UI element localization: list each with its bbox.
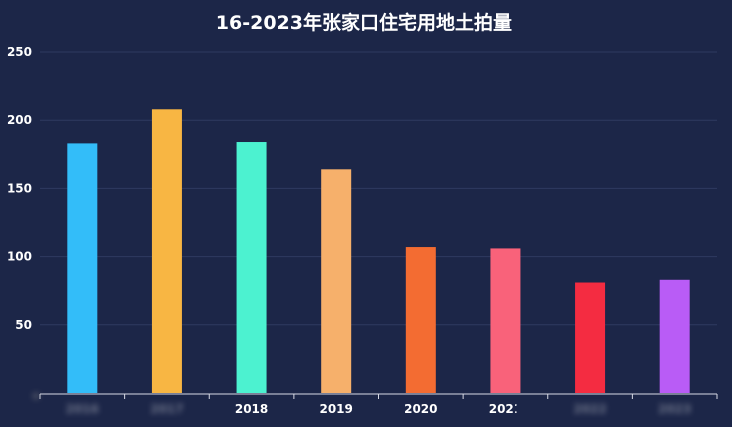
x-tick-label: 2023 [658,402,691,416]
x-tick-label: 2019 [319,402,352,416]
bar-2017 [151,109,182,394]
y-tick-label: 250 [7,45,32,59]
y-tick-label: 100 [7,250,32,264]
bar-2016 [67,143,98,393]
bar-2023 [659,279,690,393]
bar-2018 [236,142,267,393]
x-tick-label: 2017 [150,402,183,416]
axis-origin-glow [32,392,40,400]
bar-2020 [405,247,436,393]
bar-2022 [575,282,606,393]
bar-2021 [490,248,521,393]
chart-title: 2016-2023年张家口住宅用地土拍量 [216,12,512,34]
y-tick-label: 150 [7,181,32,195]
y-tick-label: 50 [15,318,32,332]
x-tick-label: 2022 [573,402,606,416]
x-tick-label: 2021 [489,402,522,416]
x-tick-label: 2020 [404,402,437,416]
x-tick-label: 2016 [66,402,99,416]
x-tick-label: 2018 [235,402,268,416]
bar-2019 [321,169,352,393]
y-tick-label: 200 [7,113,32,127]
